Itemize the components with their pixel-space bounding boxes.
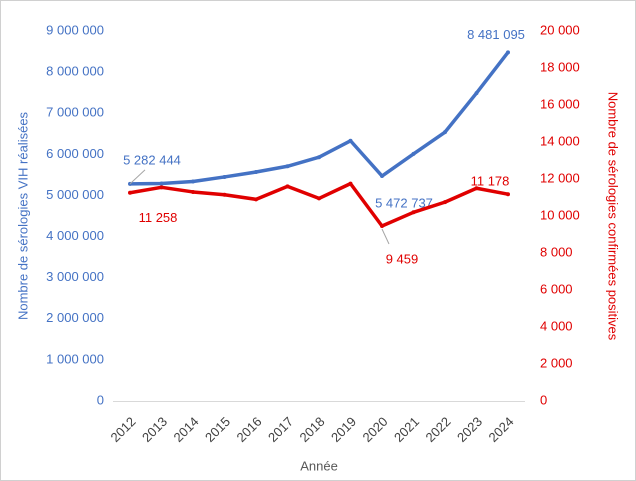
y-tick-label: 4 000 000 xyxy=(46,228,104,243)
point xyxy=(474,186,479,191)
point xyxy=(191,179,195,184)
y-tick-label: 5 000 000 xyxy=(46,187,104,202)
y-tick-label: 0 xyxy=(97,392,104,407)
data-label: 5 472 737 xyxy=(375,195,433,210)
point xyxy=(317,155,321,160)
y2-tick-label: 0 xyxy=(540,392,547,407)
data-label: 9 459 xyxy=(386,251,419,266)
point xyxy=(159,185,164,190)
point xyxy=(254,170,258,175)
data-label: 5 282 444 xyxy=(123,152,181,167)
point xyxy=(411,151,416,156)
y-tick-label: 2 000 000 xyxy=(46,310,104,325)
point xyxy=(159,181,164,186)
y-tick-label: 7 000 000 xyxy=(46,105,104,120)
point xyxy=(506,192,510,197)
point xyxy=(222,192,227,197)
point xyxy=(348,138,353,143)
y2-tick-label: 4 000 xyxy=(540,318,573,333)
leader xyxy=(381,228,390,245)
y2-tick-label: 10 000 xyxy=(540,207,580,222)
point xyxy=(285,184,290,189)
y2-tick-label: 18 000 xyxy=(540,59,580,74)
y2-tick-label: 14 000 xyxy=(540,133,580,148)
y2-axis-title: Nombre de sérologies confirmées positive… xyxy=(606,92,621,341)
point xyxy=(411,210,416,215)
leader xyxy=(129,169,146,185)
y-tick-label: 6 000 000 xyxy=(46,146,104,161)
point xyxy=(474,91,479,96)
y2-tick-label: 6 000 xyxy=(540,281,573,296)
point xyxy=(506,50,510,55)
point xyxy=(443,130,447,135)
data-label: 11 178 xyxy=(471,174,510,189)
data-label: 11 258 xyxy=(139,210,178,225)
y-axis-title: Nombre de sérologies VIH réalisées xyxy=(15,111,30,320)
point xyxy=(317,196,321,201)
y2-tick-label: 2 000 xyxy=(540,355,573,370)
y2-tick-label: 16 000 xyxy=(540,96,580,111)
point xyxy=(285,164,290,169)
data-label: 8 481 095 xyxy=(467,27,525,42)
point xyxy=(348,181,353,186)
y2-tick-label: 12 000 xyxy=(540,170,580,185)
point xyxy=(191,189,195,194)
y-tick-label: 8 000 000 xyxy=(46,64,104,79)
point xyxy=(254,197,258,202)
y-tick-label: 3 000 000 xyxy=(46,269,104,284)
x-axis-title: Année xyxy=(300,458,338,473)
y-tick-label: 1 000 000 xyxy=(46,351,104,366)
point xyxy=(380,224,384,229)
point xyxy=(128,190,132,195)
y2-tick-label: 20 000 xyxy=(540,22,580,37)
y-tick-label: 9 000 000 xyxy=(46,22,104,37)
point xyxy=(222,174,227,179)
y2-tick-label: 8 000 xyxy=(540,244,573,259)
point xyxy=(443,200,447,205)
point xyxy=(380,174,384,179)
